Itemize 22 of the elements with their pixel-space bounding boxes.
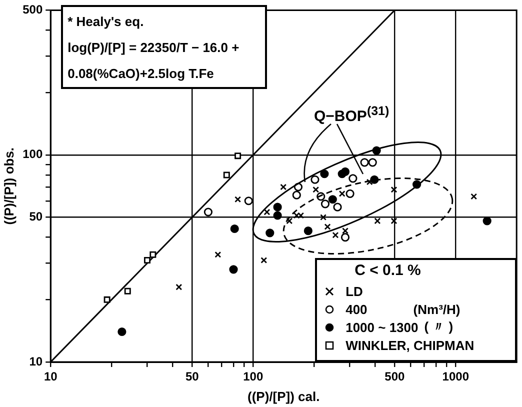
y-axis-title: ((P)/[P]) obs. (1, 147, 16, 225)
annotation: log(P)/[P] = 22350/T − 16.0 + (68, 39, 240, 57)
legend-label: 400 (346, 302, 368, 316)
y-tick-label: 10 (29, 354, 43, 368)
y-tick-label: 50 (29, 210, 43, 224)
legend-label: 1000 ~ 1300 (346, 320, 418, 334)
annotation: 0.08(%CaO)+2.5log T.Fe (68, 65, 215, 83)
x-tick-label: 10 (44, 370, 58, 384)
x-tick-label: 100 (243, 370, 264, 384)
legend-label: WINKLER, CHIPMAN (346, 338, 474, 352)
annotation: Q−BOP$^{(31)}$ (314, 104, 390, 125)
x-tick-label: 50 (185, 370, 200, 384)
annotation: ( 〃 ) (424, 318, 454, 336)
x-axis-title: ((P)/[P]) cal. (247, 388, 320, 404)
y-tick-label: 500 (22, 2, 43, 17)
annotation: * Healy's eq. (68, 13, 145, 31)
legend-label: LD (346, 284, 363, 298)
annotation: (Nm³/H) (413, 302, 460, 316)
legend-title: C < 0.1 % (354, 262, 422, 281)
y-tick-label: 100 (22, 147, 43, 162)
x-tick-label: 1000 (442, 370, 470, 384)
x-tick-label: 500 (384, 370, 406, 384)
